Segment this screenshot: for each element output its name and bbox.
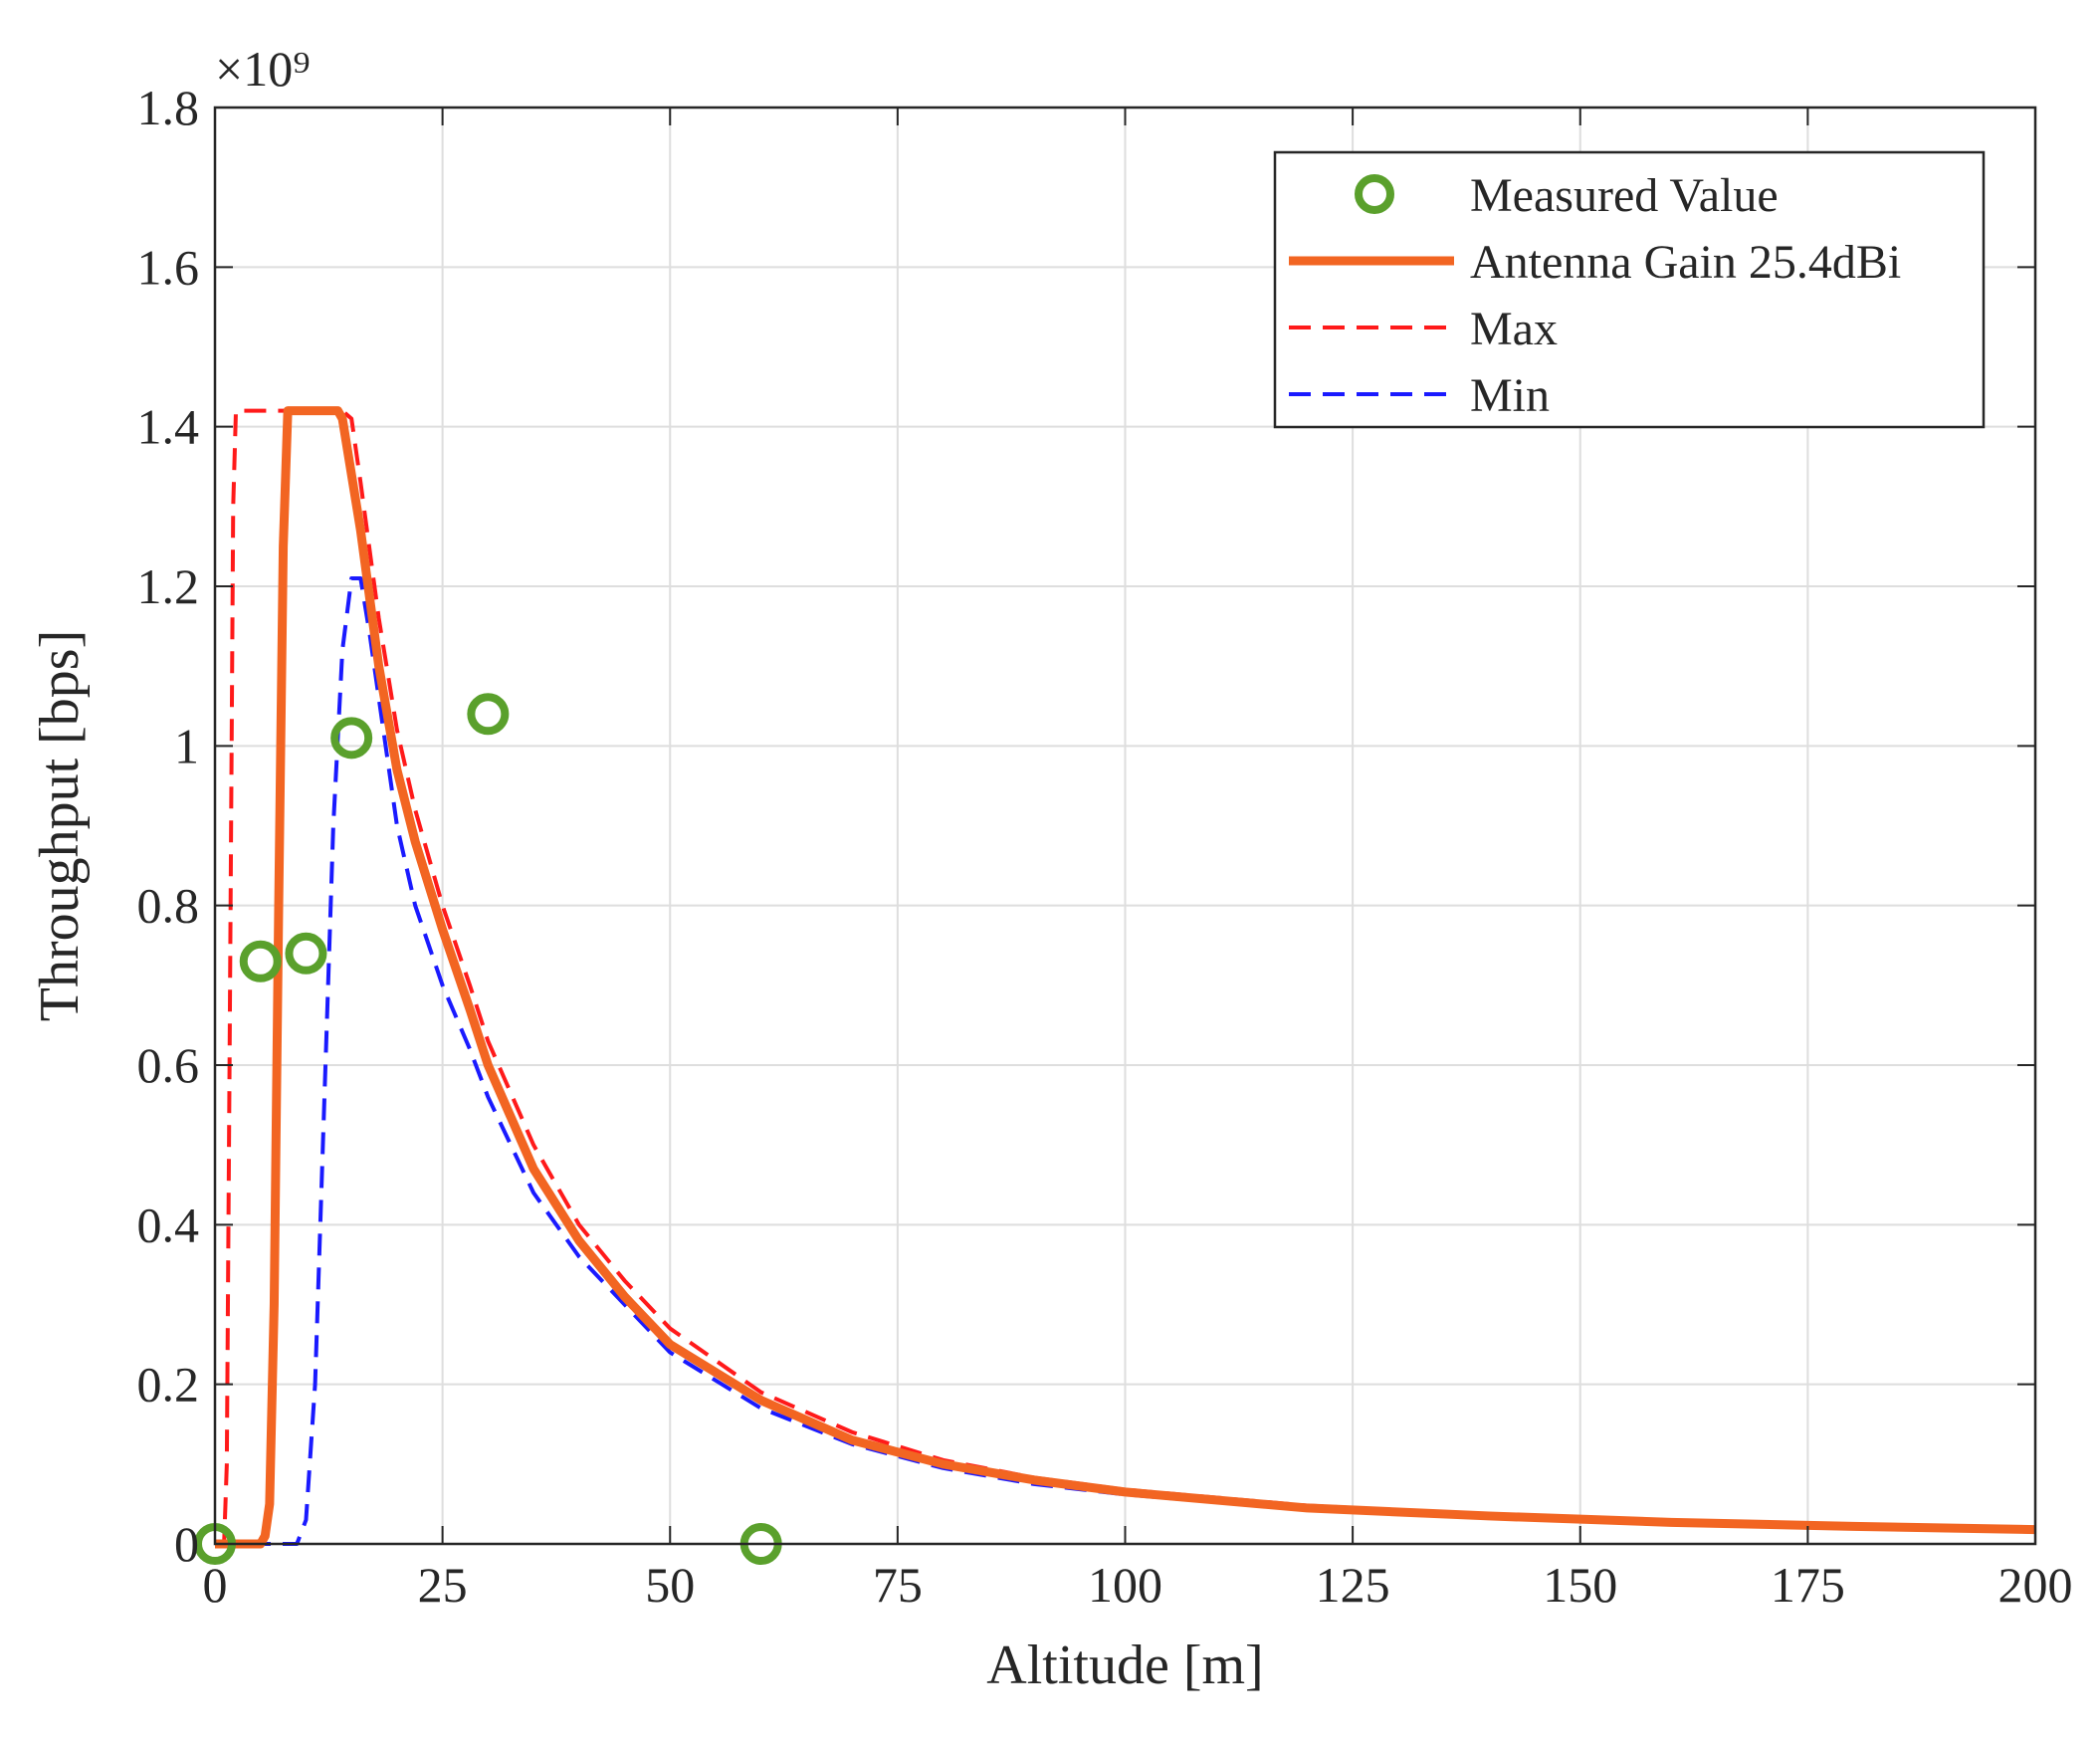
axis-ticks: 0 25 50 75 100 125 150 175 200 0 0.2 0.4 0.6 0.8 1 1.2 1… (137, 80, 2073, 1613)
y-tick-label: 1.2 (137, 558, 200, 614)
y-tick-label: 1 (174, 718, 199, 773)
legend-entry-label: Min (1470, 369, 1550, 422)
y-tick-label: 1.6 (137, 239, 200, 295)
y-tick-label: 0.6 (137, 1037, 200, 1093)
x-tick-label: 50 (645, 1557, 695, 1613)
x-tick-label: 175 (1771, 1557, 1845, 1613)
y-tick-label: 0 (174, 1516, 199, 1572)
plot-area (194, 406, 2036, 1565)
measured-value-marker (330, 717, 373, 760)
y-exponent-label: ×10⁹ (215, 41, 311, 97)
y-tick-label: 1.4 (137, 399, 200, 455)
y-tick-label: 0.4 (137, 1197, 200, 1252)
legend-entry-label: Max (1470, 303, 1558, 355)
x-tick-label: 100 (1088, 1557, 1162, 1613)
measured-value-marker (239, 940, 282, 982)
legend: Measured Value Antenna Gain 25.4dBi Max Min (1273, 150, 1986, 429)
legend-marker-icon (1355, 174, 1394, 214)
measured-value-marker (285, 932, 327, 975)
x-tick-label: 150 (1543, 1557, 1617, 1613)
y-tick-label: 0.8 (137, 878, 200, 934)
y-tick-label: 0.2 (137, 1357, 200, 1413)
x-tick-label: 75 (873, 1557, 923, 1613)
legend-entry-label: Antenna Gain 25.4dBi (1470, 236, 1901, 289)
x-tick-label: 25 (418, 1557, 468, 1613)
x-axis-label: Altitude [m] (986, 1635, 1263, 1696)
x-tick-label: 125 (1316, 1557, 1390, 1613)
y-tick-label: 1.8 (137, 80, 200, 135)
legend-entry-label: Measured Value (1470, 169, 1779, 222)
x-tick-label: 0 (203, 1557, 228, 1613)
x-tick-label: 200 (1998, 1557, 2073, 1613)
measured-value-marker (467, 693, 510, 736)
y-axis-label: Throughput [bps] (29, 630, 91, 1022)
series-line-antenna-gain-25-4dbi (215, 406, 2036, 1549)
series-line-min (215, 575, 2036, 1546)
